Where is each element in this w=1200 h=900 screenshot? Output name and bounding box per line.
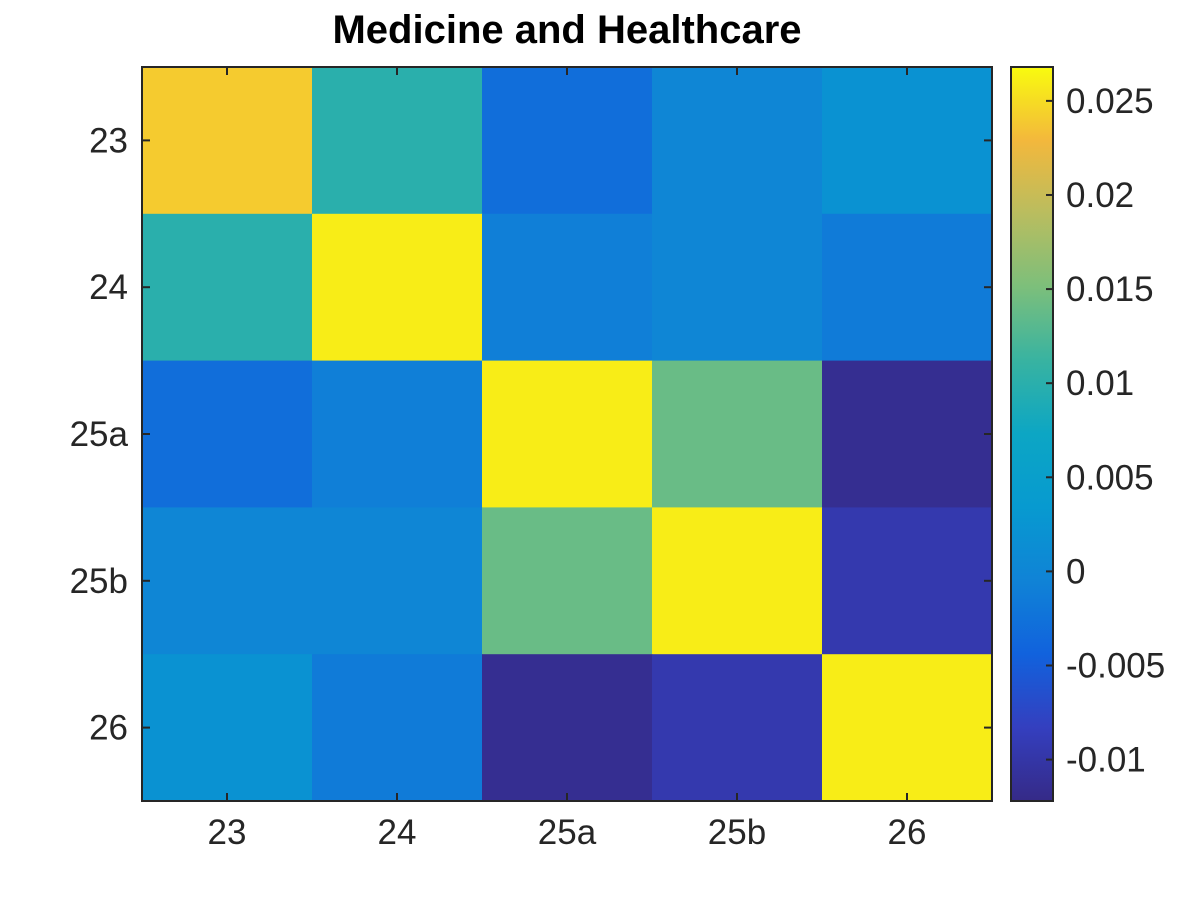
colorbar-ticks: -0.01 -0.005 0 0.005 0.01 0.015 0.02 0.025 (1046, 82, 1165, 780)
chart-title: Medicine and Healthcare (332, 8, 801, 52)
heatmap-cell-23-24 (312, 67, 483, 215)
heatmap-cell-26-26 (822, 654, 993, 802)
heatmap-cell-23-23 (142, 67, 313, 215)
heatmap-cells (142, 67, 993, 802)
heatmap-cell-24-25a (482, 213, 653, 362)
colorbar-tick-label: 0 (1066, 552, 1085, 591)
heatmap-cell-26-25a (482, 654, 653, 802)
colorbar-tick-label: -0.01 (1066, 741, 1146, 780)
y-tick-label: 25b (70, 562, 128, 601)
heatmap-cell-25a-25a (482, 360, 653, 508)
heatmap-cell-25b-26 (822, 507, 993, 655)
heatmap-cell-24-26 (822, 213, 993, 362)
heatmap-cell-25a-26 (822, 360, 993, 508)
x-tick-label: 26 (888, 813, 927, 852)
heatmap-cell-23-25a (482, 67, 653, 215)
heatmap-cell-25a-23 (142, 360, 313, 508)
heatmap-cell-26-23 (142, 654, 313, 802)
colorbar-tick-label: 0.005 (1066, 458, 1154, 497)
heatmap-cell-26-24 (312, 654, 483, 802)
heatmap-cell-26-25b (652, 654, 823, 802)
heatmap-cell-24-25b (652, 213, 823, 362)
colorbar (1010, 66, 1054, 802)
x-tick-label: 25b (708, 813, 766, 852)
colorbar-tick-label: 0.01 (1066, 364, 1134, 403)
y-tick-label: 26 (89, 709, 128, 748)
y-tick-label: 23 (89, 121, 128, 160)
heatmap-cell-25a-25b (652, 360, 823, 508)
colorbar-tick-label: 0.02 (1066, 176, 1134, 215)
axis-ticks (142, 67, 992, 801)
heatmap-cell-25b-25a (482, 507, 653, 655)
x-tick-label: 25a (538, 813, 597, 852)
colorbar-tick-label: 0.025 (1066, 82, 1154, 121)
heatmap-cell-24-23 (142, 213, 313, 362)
heatmap-cell-25a-24 (312, 360, 483, 508)
y-tick-label: 24 (89, 268, 128, 307)
x-tick-label: 23 (208, 813, 247, 852)
y-axis-tick-labels: 23 24 25a 25b 26 (70, 121, 129, 747)
heatmap-cell-24-24 (312, 213, 483, 362)
heatmap-cell-25b-23 (142, 507, 313, 655)
heatmap-cell-25b-24 (312, 507, 483, 655)
colorbar-tick-label: 0.015 (1066, 270, 1154, 309)
y-tick-label: 25a (70, 415, 129, 454)
heatmap-cell-25b-25b (652, 507, 823, 655)
x-axis-tick-labels: 23 24 25a 25b 26 (208, 813, 927, 852)
heatmap-cell-23-26 (822, 67, 993, 215)
colorbar-tick-label: -0.005 (1066, 646, 1165, 685)
heatmap-cell-23-25b (652, 67, 823, 215)
x-tick-label: 24 (378, 813, 417, 852)
